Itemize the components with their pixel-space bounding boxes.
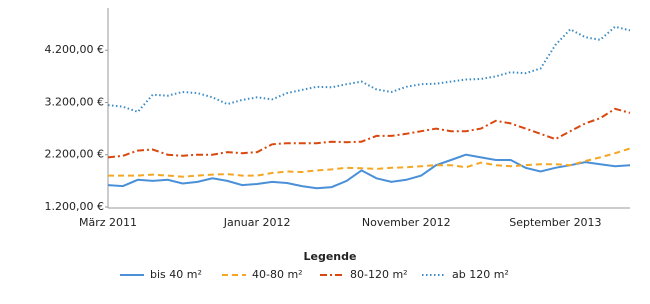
x-tick-label: März 2011 [79, 216, 137, 229]
x-tick-label: November 2012 [362, 216, 451, 229]
legend-title: Legende [304, 250, 357, 263]
y-tick-label: 1.200,00 € [45, 200, 104, 213]
legend-label: 80-120 m² [350, 268, 408, 281]
legend-label: bis 40 m² [150, 268, 202, 281]
x-tick-label: September 2013 [509, 216, 601, 229]
x-tick-label: Januar 2012 [223, 216, 291, 229]
y-tick-label: 2.200,00 € [45, 148, 104, 161]
legend-label: 40-80 m² [252, 268, 303, 281]
line-series [107, 153, 631, 190]
line-series [107, 107, 631, 159]
legend-label: ab 120 m² [452, 268, 509, 281]
line-series [108, 147, 631, 178]
line-series [107, 25, 631, 114]
y-tick-label: 3.200,00 € [45, 95, 104, 108]
y-tick-label: 4.200,00 € [45, 43, 104, 56]
